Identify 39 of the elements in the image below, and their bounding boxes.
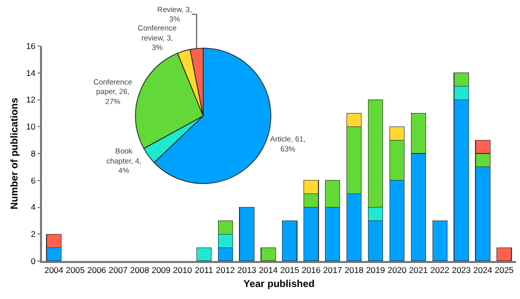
x-tick-label: 2008 (130, 264, 150, 275)
y-tick-label: 0 (30, 256, 36, 266)
x-tick-label: 2021 (408, 264, 428, 275)
x-tick-label: 2007 (108, 264, 128, 275)
x-axis-title: Year published (243, 278, 315, 290)
x-tick-label: 2004 (44, 264, 64, 275)
y-tick-label: 14 (26, 68, 36, 78)
x-tick-label: 2024 (473, 264, 492, 275)
y-tick-label: 12 (26, 94, 36, 105)
y-tick-label: 2 (30, 229, 36, 240)
y-tick-label: 6 (30, 175, 36, 186)
x-tick-label: 2016 (302, 264, 321, 275)
y-tick-label: 8 (30, 148, 36, 158)
x-tick-label: 2009 (152, 264, 171, 275)
x-tick-label: 2019 (366, 264, 386, 275)
bar (282, 220, 298, 261)
y-tick-label: 4 (30, 202, 36, 212)
x-tick-label: 2010 (173, 264, 192, 275)
x-tick-label: 2012 (216, 264, 236, 275)
y-tick-label: 16 (26, 40, 36, 51)
x-tick-label: 2023 (452, 264, 472, 275)
bar (432, 220, 448, 261)
x-tick-label: 2022 (430, 264, 450, 275)
bar (260, 247, 276, 261)
x-tick-label: 2017 (323, 264, 342, 275)
bar (239, 206, 254, 261)
y-axis-title: Number of publications (10, 97, 21, 210)
x-tick-label: 2013 (237, 264, 257, 275)
x-tick-label: 2006 (87, 264, 106, 275)
x-tick-label: 2025 (494, 264, 514, 275)
x-tick-label: 2014 (258, 264, 278, 275)
y-tick-label: 10 (26, 122, 36, 132)
x-tick-label: 2018 (344, 264, 364, 275)
bar (196, 247, 212, 261)
x-tick-label: 2015 (280, 264, 300, 275)
bar (496, 247, 512, 261)
x-tick-label: 2020 (388, 264, 407, 275)
x-tick-label: 2005 (66, 264, 85, 275)
x-tick-label: 2011 (194, 264, 214, 275)
